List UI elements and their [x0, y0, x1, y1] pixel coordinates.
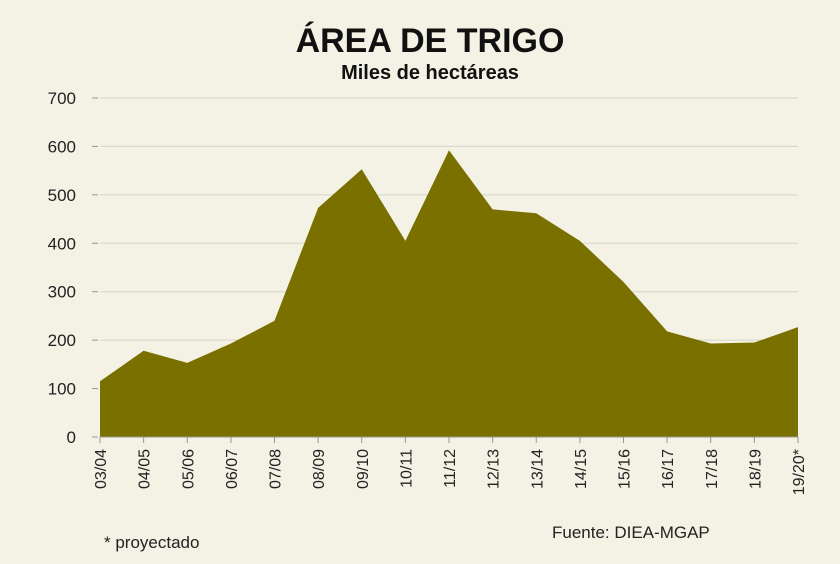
footnote: * proyectado — [104, 533, 199, 552]
x-tick-label: 12/13 — [486, 449, 503, 489]
x-tick-label: 05/06 — [180, 449, 197, 489]
x-tick-label: 15/16 — [617, 449, 634, 489]
y-tick-labels: 0 100 200 300 400 500 600 700 — [48, 89, 76, 447]
x-tick-label: 10/11 — [398, 449, 415, 488]
x-tick-label: 09/10 — [355, 449, 372, 489]
x-tick-label: 18/19 — [747, 449, 764, 489]
x-tick-label: 08/09 — [311, 449, 328, 489]
x-tick-label: 06/07 — [224, 449, 241, 489]
source-note: Fuente: DIEA-MGAP — [552, 523, 710, 542]
x-tick-label: 16/17 — [660, 449, 677, 489]
y-tick-label: 0 — [67, 428, 76, 447]
y-tick-label: 500 — [48, 186, 76, 205]
y-tick-label: 100 — [48, 380, 76, 399]
area-series — [99, 150, 799, 438]
y-tick-label: 600 — [48, 137, 76, 156]
x-tick-label: 03/04 — [93, 449, 110, 489]
y-tick-label: 300 — [48, 283, 76, 302]
x-tick-label: 07/08 — [268, 449, 285, 489]
x-tick-label: 19/20* — [791, 449, 808, 495]
axes — [99, 436, 799, 443]
x-tick-labels: 03/04 04/05 05/06 06/07 07/08 08/09 09/10 10/11… — [93, 449, 808, 495]
y-tick-label: 700 — [48, 89, 76, 108]
x-tick-label: 14/15 — [573, 449, 590, 489]
area-fill — [100, 150, 798, 438]
x-tick-label: 13/14 — [529, 449, 546, 489]
x-tick-label: 11/12 — [442, 449, 459, 488]
x-tick-label: 17/18 — [704, 449, 721, 489]
chart-subtitle: Miles de hectáreas — [341, 62, 519, 84]
x-tick-label: 04/05 — [137, 449, 154, 489]
y-tick-label: 400 — [48, 234, 76, 253]
y-tick-label: 200 — [48, 331, 76, 350]
chart-title: ÁREA DE TRIGO — [296, 22, 565, 60]
